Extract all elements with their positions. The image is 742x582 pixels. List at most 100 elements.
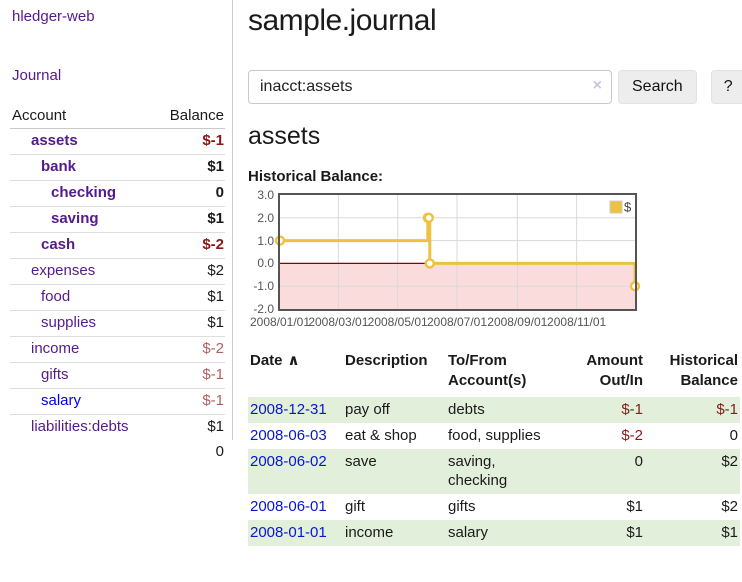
transaction-accounts: debts (448, 401, 485, 418)
app-title-link[interactable]: hledger-web (12, 8, 95, 25)
y-axis-tick-label: 3.0 (257, 188, 274, 202)
transaction-row: 2008-06-02 save saving, checking 0 $2 (248, 449, 740, 494)
account-link-income[interactable]: income (31, 340, 80, 357)
account-link-assets[interactable]: assets (31, 132, 78, 149)
account-link-liabilities-debts[interactable]: liabilities:debts (31, 418, 129, 435)
y-axis-tick-label: -1.0 (253, 279, 274, 294)
account-heading: assets (248, 122, 321, 150)
transaction-date-link[interactable]: 2008-06-02 (250, 453, 327, 470)
account-row: income $-2 (10, 336, 225, 363)
sidebar: hledger-web Journal Account Balance asse… (0, 0, 233, 460)
txn-header-accounts: To/From Account(s) (448, 352, 527, 389)
account-link-checking[interactable]: checking (51, 184, 117, 201)
account-link-gifts[interactable]: gifts (41, 366, 69, 383)
search-input[interactable] (248, 70, 612, 104)
historical-balance-chart: $ 3.0 2.0 1.0 0.0 -1.0 -2.0 2008/01/01 2008/03/… (248, 189, 668, 333)
txn-header-balance: Historical Balance (669, 352, 738, 389)
account-balance: $-2 (155, 232, 225, 259)
x-axis-tick-label: 2008/05/01 (367, 315, 428, 329)
transaction-accounts: gifts (448, 498, 476, 515)
account-link-bank[interactable]: bank (41, 158, 77, 175)
transaction-date-link[interactable]: 2008-06-01 (250, 498, 327, 515)
account-row: saving $1 (10, 206, 225, 233)
transaction-accounts: food, supplies (448, 427, 541, 444)
account-row: assets $-1 (10, 129, 225, 155)
legend-swatch (609, 200, 623, 214)
transaction-balance: $-1 (716, 401, 738, 418)
help-button[interactable]: ? (710, 70, 742, 104)
account-row: cash $-2 (10, 232, 225, 259)
transaction-row: 2008-01-01 income salary $1 $1 (248, 520, 740, 546)
transaction-balance: $2 (721, 453, 738, 470)
clear-search-icon[interactable]: × (592, 77, 602, 94)
transaction-balance: $1 (721, 524, 738, 541)
account-balance: $-1 (155, 388, 225, 415)
txn-header-date[interactable]: Date ∧ (250, 352, 300, 369)
accounts-header-account: Account (10, 104, 155, 129)
account-row: gifts $-1 (10, 362, 225, 389)
account-balance: $-1 (155, 362, 225, 389)
transaction-date-link[interactable]: 2008-12-31 (250, 401, 327, 418)
transactions-table: Date ∧ Description To/From Account(s) Amo… (248, 349, 740, 546)
txn-header-amount: Amount Out/In (586, 352, 643, 389)
transaction-date-link[interactable]: 2008-01-01 (250, 524, 327, 541)
transaction-description: gift (345, 498, 366, 515)
account-link-food[interactable]: food (41, 288, 71, 305)
transaction-amount: 0 (634, 453, 643, 470)
account-row: expenses $2 (10, 258, 225, 285)
y-axis-tick-label: 0.0 (257, 256, 274, 271)
x-axis-tick-label: 2008/11/01 (547, 315, 607, 329)
accounts-total-value: 0 (215, 443, 224, 460)
transaction-description: save (345, 453, 377, 470)
main-content: sample.journal × Search ? assets Histori… (248, 0, 742, 546)
account-balance: $2 (155, 258, 225, 285)
account-row: food $1 (10, 284, 225, 311)
transaction-amount: $-2 (621, 427, 643, 444)
account-row: supplies $1 (10, 310, 225, 337)
transaction-amount: $1 (626, 524, 643, 541)
search-form: × Search ? (248, 70, 742, 104)
transaction-row: 2008-06-01 gift gifts $1 $2 (248, 494, 740, 520)
transaction-amount: $1 (626, 498, 643, 515)
transaction-balance: 0 (729, 427, 738, 444)
accounts-total-row: 0 (10, 440, 225, 465)
search-button[interactable]: Search (618, 70, 697, 104)
transaction-description: pay off (345, 401, 390, 418)
accounts-table: Account Balance assets $-1 bank $1 checking 0… (10, 104, 225, 465)
chart-plot: $ (274, 193, 641, 311)
account-link-salary[interactable]: salary (41, 392, 82, 409)
transaction-balance: $2 (721, 498, 738, 515)
transaction-row: 2008-12-31 pay off debts $-1 $-1 (248, 397, 740, 423)
transaction-row: 2008-06-03 eat & shop food, supplies $-2 0 (248, 423, 740, 449)
chart-title: Historical Balance: (248, 168, 384, 185)
sort-asc-icon: ∧ (287, 352, 300, 369)
x-axis-tick-label: 2008/07/01 (426, 315, 488, 329)
account-link-supplies[interactable]: supplies (41, 314, 97, 331)
account-link-expenses[interactable]: expenses (31, 262, 96, 279)
transaction-accounts: saving, checking (448, 453, 508, 489)
transaction-accounts: salary (448, 524, 489, 541)
account-row: checking 0 (10, 180, 225, 207)
y-axis-tick-label: -2.0 (253, 302, 274, 316)
account-row: salary $-1 (10, 388, 225, 415)
account-balance: $1 (155, 154, 225, 181)
legend-label: $ (624, 200, 632, 215)
transaction-description: eat & shop (345, 427, 417, 444)
x-axis-tick-label: 2008/01/01 (249, 315, 311, 329)
transaction-date-link[interactable]: 2008-06-03 (250, 427, 327, 444)
account-balance: $1 (155, 206, 225, 233)
transaction-description: income (345, 524, 394, 541)
account-link-saving[interactable]: saving (51, 210, 99, 227)
account-row: bank $1 (10, 154, 225, 181)
account-link-cash[interactable]: cash (41, 236, 76, 253)
account-balance: 0 (155, 180, 225, 207)
account-balance: $-1 (202, 132, 224, 149)
accounts-table-body: assets $-1 bank $1 checking 0 saving $1 cash $-2 e… (10, 129, 225, 440)
sidebar-item-journal[interactable]: Journal (12, 67, 62, 84)
account-balance: $-2 (155, 336, 225, 363)
y-axis-tick-label: 1.0 (257, 233, 274, 248)
transaction-amount: $-1 (621, 401, 643, 418)
account-balance: $1 (155, 414, 225, 440)
txn-header-description: Description (345, 352, 428, 369)
account-balance: $1 (155, 284, 225, 311)
